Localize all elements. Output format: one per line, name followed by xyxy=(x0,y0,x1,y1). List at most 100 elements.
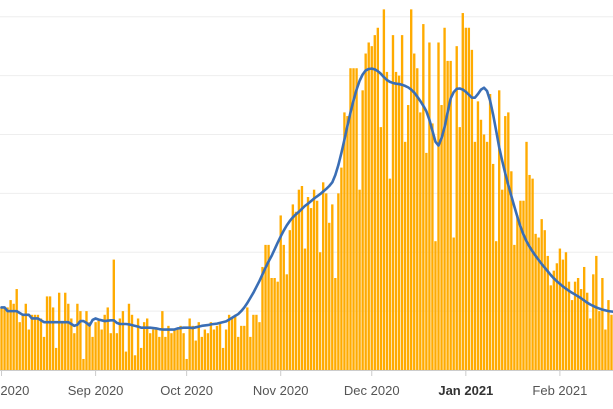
bar xyxy=(224,329,228,370)
bar xyxy=(127,303,131,370)
bar xyxy=(510,171,513,370)
bar xyxy=(82,358,85,370)
bar xyxy=(67,303,70,370)
bar xyxy=(300,186,304,370)
bar xyxy=(76,303,79,370)
bar xyxy=(18,322,21,370)
bar xyxy=(234,314,237,370)
bar xyxy=(382,9,386,371)
bar xyxy=(100,329,103,370)
bar xyxy=(431,123,434,370)
bar xyxy=(270,278,273,370)
bar xyxy=(595,255,598,370)
bar xyxy=(416,68,419,371)
bar xyxy=(394,71,398,371)
bar xyxy=(555,263,559,370)
bar xyxy=(118,318,122,370)
bar xyxy=(410,9,413,371)
bar xyxy=(437,42,440,370)
bar xyxy=(152,329,155,370)
bar xyxy=(434,241,437,370)
bar xyxy=(582,266,586,370)
bar xyxy=(197,322,200,370)
bar xyxy=(607,300,610,370)
bar xyxy=(564,252,568,370)
bar xyxy=(309,208,313,370)
bar xyxy=(604,329,607,370)
bar xyxy=(79,311,82,370)
bar xyxy=(158,336,161,370)
bar xyxy=(42,336,46,370)
bar xyxy=(179,325,182,370)
bar xyxy=(279,215,282,370)
bar xyxy=(103,314,106,370)
bar xyxy=(367,42,370,370)
bar xyxy=(473,141,477,370)
bar xyxy=(322,182,325,370)
bar xyxy=(328,222,331,370)
bar xyxy=(191,325,194,370)
bar xyxy=(130,314,134,370)
bar xyxy=(340,167,343,370)
bar xyxy=(85,311,88,370)
bar xyxy=(576,278,580,370)
bar xyxy=(334,278,337,370)
bar xyxy=(133,355,137,370)
bar xyxy=(173,329,176,370)
bar xyxy=(519,200,522,370)
bar xyxy=(373,35,376,371)
bar xyxy=(240,325,243,370)
bar xyxy=(57,292,61,370)
bar xyxy=(507,112,510,371)
bar xyxy=(385,71,389,371)
bar xyxy=(9,300,12,370)
x-tick-label: Jan 2021 xyxy=(438,383,493,398)
bar xyxy=(364,53,367,371)
bar xyxy=(443,27,446,370)
bar xyxy=(176,329,179,370)
bar xyxy=(352,68,355,371)
bar xyxy=(403,141,407,370)
bar xyxy=(194,340,197,370)
bar xyxy=(97,318,100,370)
bar xyxy=(109,333,112,370)
bar xyxy=(549,285,552,370)
bar xyxy=(121,311,125,370)
moving-average-series xyxy=(0,67,613,331)
bar xyxy=(161,311,164,370)
bar xyxy=(264,244,267,370)
bar xyxy=(188,318,191,370)
bar xyxy=(146,318,149,370)
bar xyxy=(249,336,252,370)
moving-average-line xyxy=(0,67,613,331)
bar xyxy=(3,307,6,370)
bar xyxy=(297,189,301,370)
bar xyxy=(182,333,185,370)
bar xyxy=(230,318,234,370)
bar xyxy=(361,90,364,370)
bar xyxy=(267,244,270,370)
bar xyxy=(358,189,361,370)
bar xyxy=(428,42,431,370)
bar xyxy=(346,116,349,370)
bar xyxy=(54,347,58,370)
bar xyxy=(218,322,222,370)
bar xyxy=(467,27,471,370)
bar xyxy=(288,230,291,370)
bar xyxy=(379,127,383,371)
bar xyxy=(558,248,562,370)
bar xyxy=(15,289,18,370)
bar xyxy=(64,292,67,370)
bar xyxy=(464,27,468,370)
bar xyxy=(598,311,601,370)
bar xyxy=(61,322,64,370)
bar xyxy=(51,307,55,370)
bar xyxy=(370,46,373,370)
bar xyxy=(167,325,170,370)
bar xyxy=(397,75,401,370)
bar xyxy=(291,204,295,370)
bar xyxy=(540,219,543,370)
bar xyxy=(246,307,249,370)
bar xyxy=(400,35,404,371)
bar xyxy=(592,274,595,370)
